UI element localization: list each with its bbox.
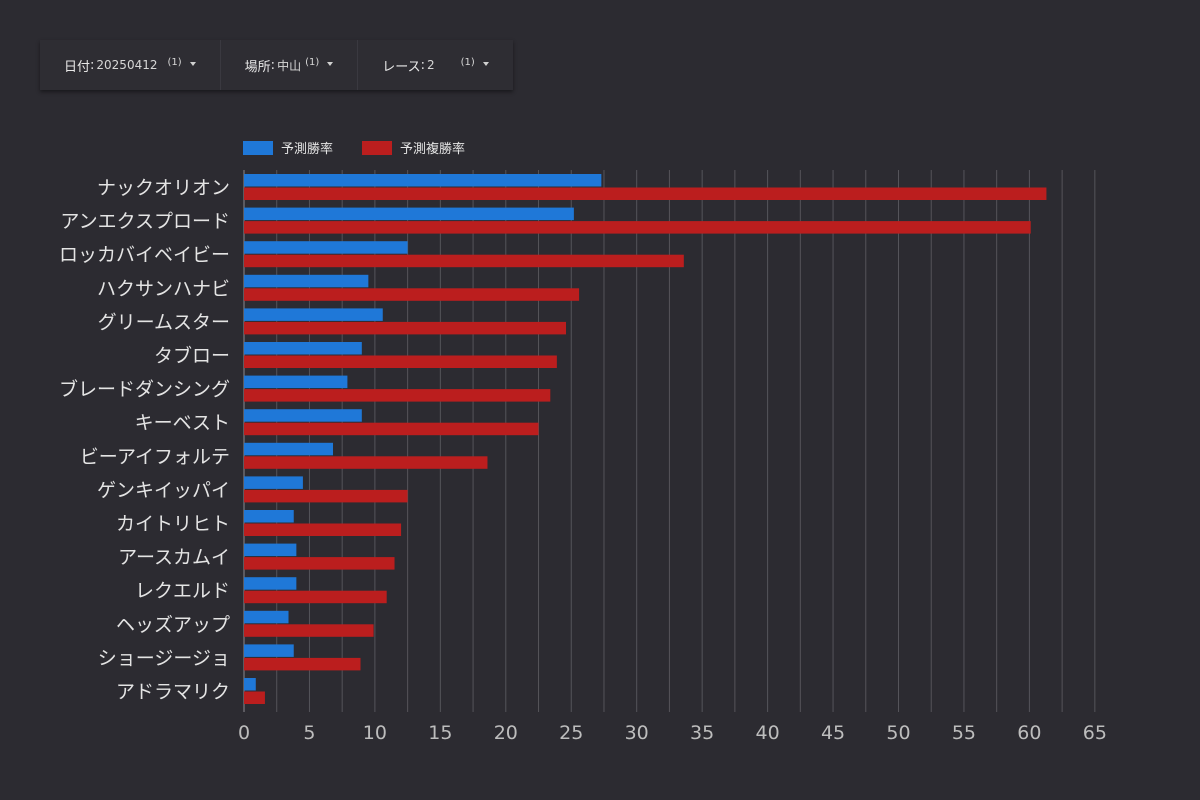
bar-place <box>244 355 557 368</box>
filter-venue-count: (1) <box>305 56 320 68</box>
bar-place <box>244 321 567 335</box>
x-tick-label: 65 <box>1083 722 1107 744</box>
bar-win <box>244 342 362 355</box>
category-label: タブロー <box>154 344 230 367</box>
category-label: グリームスター <box>98 311 230 333</box>
bar-place <box>244 456 488 469</box>
category-label: アースカムイ <box>118 547 230 569</box>
filter-race[interactable]: レース: 2 (1) <box>358 40 513 90</box>
bar-place <box>244 657 361 671</box>
x-tick-label: 35 <box>690 722 714 744</box>
x-tick-label: 50 <box>886 722 910 744</box>
category-label: キーベスト <box>135 412 230 434</box>
caret-down-icon <box>327 62 334 66</box>
category-label: ハクサンハナビ <box>97 278 230 300</box>
bar-place <box>244 288 580 301</box>
x-tick-label: 0 <box>238 722 250 744</box>
x-tick-label: 30 <box>625 722 649 744</box>
legend-swatch-place <box>362 141 392 155</box>
caret-down-icon <box>189 62 196 66</box>
x-tick-label: 15 <box>428 722 452 744</box>
category-label: ナックオリオン <box>97 177 230 199</box>
filter-venue[interactable]: 場所: 中山 (1) <box>220 40 359 90</box>
bar-win <box>244 442 334 456</box>
legend-label-place: 予測複勝率 <box>400 141 465 157</box>
category-label: カイトリヒト <box>116 513 230 535</box>
bar-win <box>244 375 348 389</box>
filter-venue-colon: : <box>270 57 276 73</box>
category-label: ゲンキイッパイ <box>97 479 230 501</box>
bar-place <box>244 557 395 570</box>
bar-win <box>244 610 289 624</box>
x-tick-label: 60 <box>1017 722 1041 744</box>
bar-place <box>244 221 1031 234</box>
category-label: レクエルド <box>135 580 230 602</box>
category-label: ブレードダンシング <box>59 378 230 401</box>
bar-place <box>244 691 265 704</box>
bar-win <box>244 174 602 187</box>
x-tick-label: 20 <box>494 722 518 744</box>
bar-place <box>244 187 1047 200</box>
x-tick-label: 10 <box>363 722 387 744</box>
category-label: アドラマリク <box>116 681 230 703</box>
bar-win <box>244 510 294 523</box>
filter-date-label: 日付 <box>64 59 91 75</box>
bar-place <box>244 624 374 637</box>
filter-date-colon: : <box>90 57 95 73</box>
bar-place <box>244 523 402 536</box>
legend-swatch-win <box>243 141 273 155</box>
filter-venue-label: 場所 <box>244 59 271 75</box>
category-label: ショージージョ <box>98 647 230 669</box>
bar-place <box>244 422 539 436</box>
category-label: ヘッズアップ <box>116 614 230 636</box>
filter-bar: 日付: 20250412 (1) 場所: 中山 (1) レース: 2 (1) <box>40 40 513 90</box>
bar-win <box>244 678 256 691</box>
filter-date[interactable]: 日付: 20250412 (1) <box>40 40 221 90</box>
bar-win <box>244 207 574 221</box>
x-tick-label: 45 <box>821 722 845 744</box>
category-label: ロッカバイベイビー <box>59 244 230 266</box>
filter-race-colon: : <box>420 57 425 73</box>
bar-win <box>244 543 297 557</box>
bar-win <box>244 274 369 288</box>
x-tick-label: 55 <box>952 722 976 744</box>
legend-label-win: 予測勝率 <box>281 141 333 157</box>
bar-win <box>244 476 303 489</box>
bar-place <box>244 590 387 604</box>
bar-win <box>244 241 408 254</box>
bar-win <box>244 644 294 657</box>
filter-race-label: レース <box>382 59 421 75</box>
filter-date-count: (1) <box>167 56 182 68</box>
bar-place <box>244 389 551 402</box>
x-tick-label: 5 <box>303 722 315 744</box>
category-label: アンエクスプロード <box>60 211 230 233</box>
filter-venue-value: 中山 <box>277 58 302 73</box>
filter-race-count: (1) <box>460 56 475 68</box>
category-label: ビーアイフォルテ <box>80 446 230 468</box>
x-tick-label: 40 <box>756 722 780 744</box>
bar-win <box>244 308 383 321</box>
bar-win <box>244 577 297 590</box>
bar-win <box>244 409 362 422</box>
caret-down-icon <box>482 62 489 66</box>
bar-place <box>244 254 684 268</box>
filter-date-value: 20250412 <box>96 58 158 72</box>
x-tick-label: 25 <box>559 722 583 744</box>
bar-place <box>244 489 408 503</box>
filter-race-value: 2 <box>427 58 435 72</box>
